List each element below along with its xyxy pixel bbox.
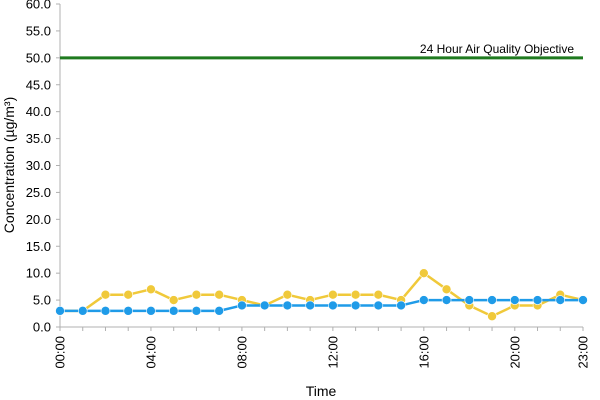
data-point [146,284,156,295]
y-tick-label: 40.0 [26,104,51,119]
data-point [328,300,338,311]
x-axis-title: Time [306,383,337,399]
y-tick-label: 0.0 [33,320,51,335]
data-point [441,295,452,305]
y-axis: 0.0 5.0 10.0 15.0 20.0 25.0 30.0 35.0 40.0 45.0 50… [26,0,61,335]
data-point [214,289,224,300]
data-point [168,295,179,305]
y-tick-label: 45.0 [26,77,51,92]
x-tick-label: 23:00 [576,336,591,369]
data-point [419,295,429,305]
series-group [55,268,588,322]
data-point [396,300,406,311]
data-point [282,300,293,311]
x-tick-label: 20:00 [507,336,522,369]
data-point [77,306,88,316]
y-tick-label: 5.0 [33,293,51,308]
x-tick-label: 00:00 [53,336,68,369]
x-tick-label: 08:00 [234,336,249,369]
data-point [259,300,270,311]
data-point [487,311,497,322]
y-tick-label: 15.0 [26,239,51,254]
data-point [191,306,202,316]
y-tick-label: 25.0 [26,185,51,200]
series-2 [55,295,588,316]
data-point [350,289,361,300]
data-point [237,300,247,311]
y-tick-label: 20.0 [26,212,51,227]
data-point [532,295,543,305]
data-point [191,289,202,300]
data-point [168,306,179,316]
x-axis: 00:00 04:00 08:00 12:00 16:00 20:00 23:00 [53,326,591,369]
data-point [487,295,497,305]
series-1 [55,268,588,322]
y-tick-label: 30.0 [26,158,51,173]
y-axis-title: Concentration (µg/m³) [1,97,17,233]
data-point [509,295,520,305]
y-tick-label: 60.0 [26,0,51,12]
data-point [123,289,134,300]
x-tick-label: 16:00 [416,336,431,369]
reference-line-group: 24 Hour Air Quality Objective [60,42,583,60]
y-tick-label: 35.0 [26,131,51,146]
x-tick-label: 04:00 [143,336,158,369]
data-point [464,295,475,305]
data-point [373,300,384,311]
data-point [555,295,566,305]
data-point [282,289,293,300]
x-tick-label: 12:00 [325,336,340,369]
data-point [214,306,224,316]
data-point [100,306,111,316]
data-point [146,306,156,316]
data-point [55,306,65,316]
y-tick-label: 50.0 [26,50,51,65]
data-point [100,289,111,300]
data-point [419,268,429,278]
data-point [305,300,315,311]
data-point [328,289,338,300]
data-point [441,284,452,295]
data-point [578,295,588,305]
data-point [373,289,384,300]
reference-line-label: 24 Hour Air Quality Objective [420,42,574,56]
y-tick-label: 10.0 [26,266,51,281]
data-point [123,306,134,316]
data-point [350,300,361,311]
y-tick-label: 55.0 [26,23,51,38]
